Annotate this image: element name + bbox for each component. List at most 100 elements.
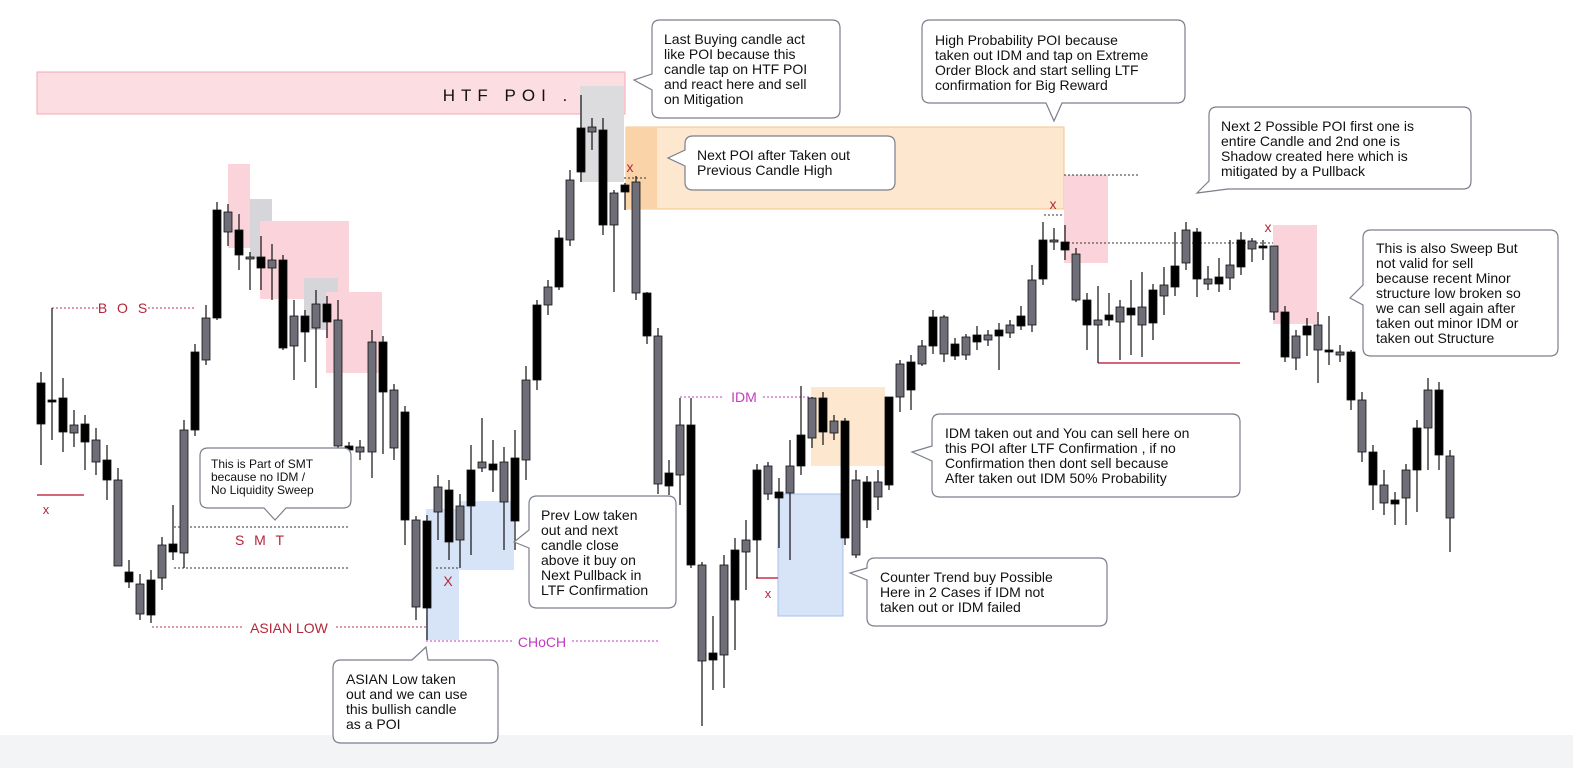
level-labels: B O S S M T ASIAN LOW CHoCH IDM HTF POI … <box>98 86 757 650</box>
candle-body <box>708 652 718 661</box>
candle-body <box>664 472 674 487</box>
candle <box>664 460 674 495</box>
candle-body <box>245 256 255 260</box>
candle <box>917 340 927 366</box>
callout-asian-low-taken: ASIAN Low taken out and we can use this bu… <box>346 671 468 732</box>
callout-line: This is also Sweep But <box>1376 240 1518 256</box>
candle <box>1005 320 1015 338</box>
candle-body <box>411 519 421 608</box>
candle <box>378 336 388 454</box>
candle <box>124 560 134 588</box>
candle-body <box>1324 349 1334 353</box>
candle <box>322 296 332 338</box>
candle-body <box>256 256 266 269</box>
candle <box>950 338 960 360</box>
candle-body <box>80 423 90 443</box>
candle-body <box>752 469 762 541</box>
candle <box>873 470 883 510</box>
candle-body <box>389 389 399 449</box>
candle <box>179 420 189 568</box>
candle <box>1148 284 1158 340</box>
candle-body <box>1214 276 1224 285</box>
candle-body <box>939 316 949 355</box>
candle-body <box>1148 289 1158 324</box>
candle <box>1247 238 1257 262</box>
callout-line: Next 2 Possible POI first one is <box>1221 118 1414 134</box>
candle-body <box>1445 455 1455 519</box>
callout-line: Order Block and start selling LTF <box>935 62 1139 78</box>
candle <box>1434 382 1444 470</box>
candle <box>1159 267 1169 315</box>
candle-body <box>1434 389 1444 456</box>
candle <box>928 310 938 354</box>
sweep-marker-left: x <box>43 502 50 517</box>
candle-body <box>785 465 795 494</box>
candle-body <box>190 351 200 431</box>
callout-sweep-not-valid: This is also Sweep But not valid for sell… <box>1375 240 1521 346</box>
candle-body <box>311 303 321 329</box>
callout-line: because recent Minor <box>1376 270 1511 286</box>
candle <box>444 480 454 560</box>
candle <box>829 415 839 440</box>
candle-body <box>146 579 156 616</box>
candle <box>862 476 872 528</box>
candle-body <box>477 461 487 469</box>
candle <box>389 384 399 460</box>
candle-body <box>1137 306 1147 326</box>
candle-body <box>928 316 938 347</box>
callout-line: IDM taken out and You can sell here on <box>945 425 1189 441</box>
candle-body <box>1258 245 1268 249</box>
candle-body <box>91 439 101 463</box>
candle <box>807 397 817 448</box>
callout-smt-part: This is Part of SMT because no IDM / No Li… <box>211 457 314 497</box>
candle-body <box>675 424 685 476</box>
candle-body <box>906 361 916 391</box>
candle-body <box>763 465 773 495</box>
candle-body <box>598 129 608 226</box>
candle-body <box>300 315 310 333</box>
candle <box>256 236 266 290</box>
candle <box>785 440 795 560</box>
callout-high-probability-box <box>921 19 1186 123</box>
candle-body <box>36 382 46 425</box>
candle-body <box>1291 335 1301 359</box>
callout-line: Shadow created here which is <box>1221 148 1408 164</box>
callout-line: like POI because this <box>664 46 796 62</box>
candle <box>554 230 564 290</box>
candle-body <box>135 583 145 615</box>
callout-line: structure low broken so <box>1376 285 1521 301</box>
candle <box>653 328 663 494</box>
callout-high-probability: High Probability POI because taken out ID… <box>935 32 1148 93</box>
callout-line: Counter Trend buy Possible <box>880 569 1053 585</box>
candle <box>730 538 740 650</box>
candle <box>851 470 861 558</box>
callout-line: Next Pullback in <box>541 567 641 583</box>
candle <box>1126 280 1136 355</box>
candle-body <box>278 259 288 349</box>
candle <box>411 516 421 620</box>
sweep-supply-zone <box>1273 225 1317 324</box>
candle-body <box>1390 499 1400 505</box>
candle-body <box>1071 253 1081 301</box>
candle-body <box>972 334 982 343</box>
next-poi-candle-zone <box>626 127 657 209</box>
candle <box>80 415 90 470</box>
candle <box>278 255 288 350</box>
candle <box>1203 266 1213 290</box>
candle <box>1258 240 1268 260</box>
callout-line: candle close <box>541 537 619 553</box>
candle-body <box>796 434 806 467</box>
candle-body <box>322 303 332 323</box>
candle-body <box>1357 399 1367 453</box>
candle <box>1368 445 1378 510</box>
callout-line: No Liquidity Sweep <box>211 483 314 497</box>
candle-body <box>355 446 365 453</box>
candle <box>1324 316 1334 365</box>
level-lines <box>37 174 1273 642</box>
candle-body <box>466 469 476 507</box>
callout-line: taken out Structure <box>1376 330 1495 346</box>
candle <box>69 410 79 447</box>
callout-line: Last Buying candle act <box>664 31 805 47</box>
candle <box>1401 464 1411 525</box>
callout-line: out and next <box>541 522 618 538</box>
